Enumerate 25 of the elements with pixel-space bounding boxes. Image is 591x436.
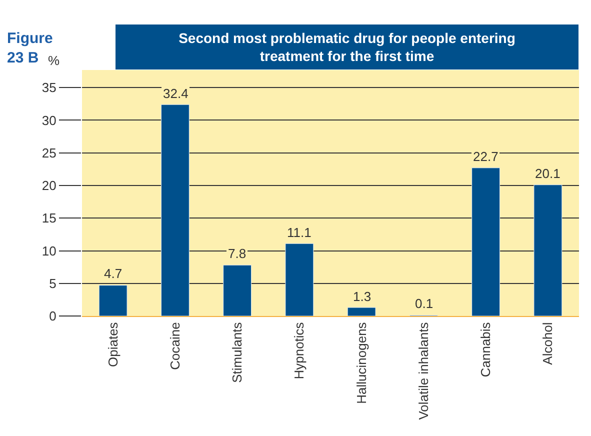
x-tick-label: Cannabis [478, 322, 494, 378]
data-label: 0.1 [415, 296, 434, 311]
chart-title: Second most problematic drug for people entering treatment for the first time [178, 30, 516, 64]
y-tick-label: 5 [49, 276, 56, 291]
y-tick-label: 15 [42, 210, 56, 226]
x-tick-label: Stimulants [230, 322, 245, 383]
x-tick-label: Hallucinogens [354, 322, 369, 404]
data-label: 7.8 [228, 246, 246, 261]
x-tick-label: Volatile inhalants [416, 322, 431, 420]
y-tick-label: 25 [42, 145, 56, 160]
data-label: 11.1 [287, 225, 312, 240]
x-tick-label: Alcohol [540, 322, 556, 365]
data-label: 4.7 [104, 266, 122, 281]
y-tick-label: 0 [49, 308, 56, 324]
x-tick-label: Hypnotics [292, 322, 307, 380]
data-label: 1.3 [353, 289, 372, 304]
data-label: 20.1 [535, 166, 560, 181]
y-tick-label: 30 [42, 112, 56, 128]
data-label: 32.4 [163, 86, 188, 101]
y-tick-label: 10 [42, 243, 56, 258]
x-tick-label: Cocaine [167, 322, 182, 370]
y-tick-label: 20 [42, 178, 56, 194]
x-tick-label: Opiates [105, 322, 120, 368]
y-tick-label: 35 [42, 80, 56, 96]
data-label: 22.7 [473, 149, 498, 164]
